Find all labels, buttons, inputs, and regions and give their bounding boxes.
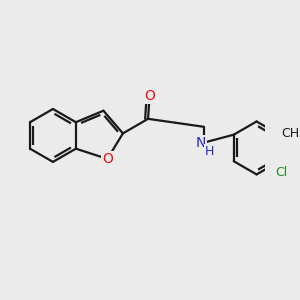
Text: N: N xyxy=(196,136,206,150)
Text: H: H xyxy=(205,145,214,158)
Text: O: O xyxy=(102,152,113,166)
Text: Cl: Cl xyxy=(275,166,288,179)
Text: CH₃: CH₃ xyxy=(281,127,300,140)
Text: O: O xyxy=(144,89,155,103)
